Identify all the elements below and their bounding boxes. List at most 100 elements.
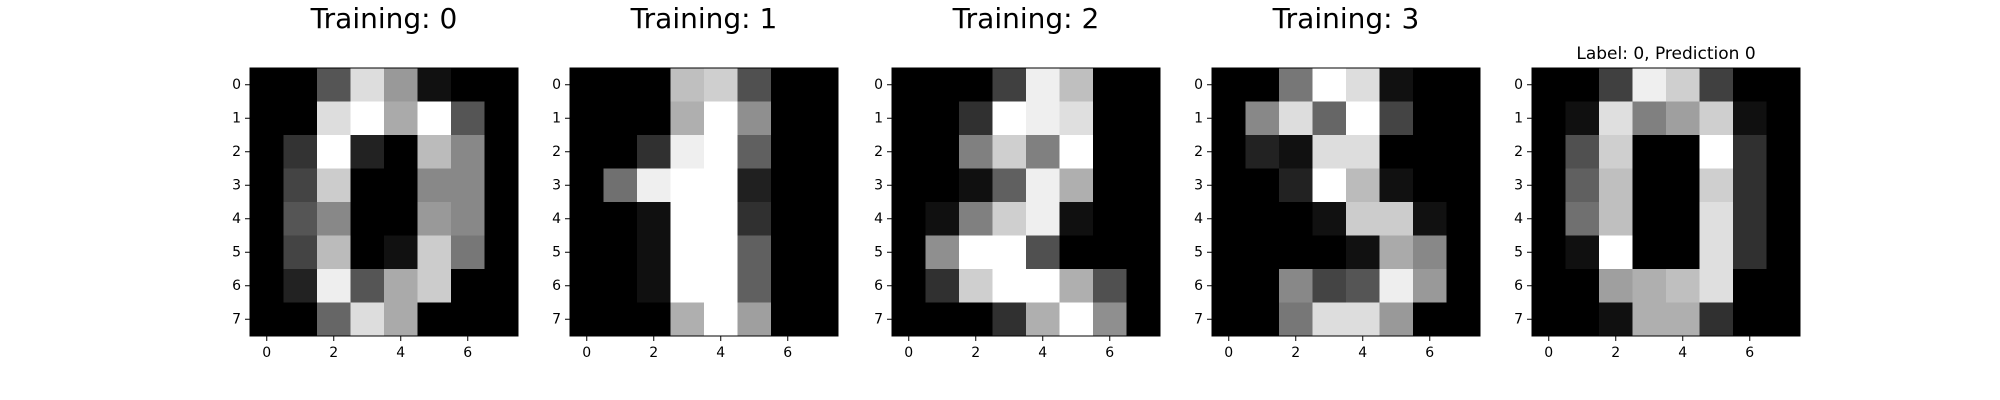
pixel	[925, 68, 960, 102]
pixel	[603, 202, 638, 236]
pixel	[1599, 101, 1633, 136]
pixel	[1059, 269, 1094, 303]
pixel	[1666, 235, 1700, 270]
pixel	[637, 202, 671, 236]
pixel	[992, 269, 1027, 303]
pixel	[737, 202, 772, 236]
x-tick-label: 4	[716, 345, 725, 361]
pixel	[637, 269, 671, 303]
pixel	[1279, 235, 1313, 270]
pixel	[1379, 235, 1414, 270]
frame	[1211, 67, 1481, 337]
pixel	[317, 101, 351, 136]
pixel	[670, 202, 705, 236]
x-tick-label: 6	[463, 345, 472, 361]
pixel	[603, 269, 638, 303]
pixel	[1093, 202, 1127, 236]
pixel	[1766, 202, 1801, 236]
pixel	[1126, 101, 1161, 136]
pixel	[1312, 101, 1347, 136]
x-tick-label: 2	[1611, 345, 1620, 361]
pixel	[484, 68, 519, 102]
pixel	[317, 235, 351, 270]
pixel	[1632, 202, 1667, 236]
pixel	[451, 269, 485, 303]
y-tick-label: 7	[1194, 311, 1203, 327]
pixel	[1666, 68, 1700, 102]
pixel	[1446, 101, 1481, 136]
pixel	[250, 168, 284, 203]
pixel	[704, 235, 738, 270]
y-tick-label: 7	[1514, 311, 1523, 327]
y-tick-label: 2	[552, 144, 561, 160]
pixel	[570, 235, 604, 270]
pixel	[892, 302, 926, 337]
pixel	[670, 135, 705, 169]
pixel	[1026, 168, 1060, 203]
y-tick-label: 4	[552, 211, 561, 227]
pixel	[1532, 168, 1566, 203]
y-tick-label: 2	[1514, 144, 1523, 160]
pixel	[1279, 68, 1313, 102]
y-tick-label: 3	[232, 177, 241, 193]
pixel	[484, 202, 519, 236]
pixel	[1093, 68, 1127, 102]
y-tick-label: 1	[874, 110, 883, 126]
pixel	[1632, 235, 1667, 270]
pixel	[1699, 135, 1734, 169]
pixel	[1413, 235, 1447, 270]
pixel	[1126, 235, 1161, 270]
pixel	[1599, 202, 1633, 236]
pixel	[1279, 168, 1313, 203]
pixel	[992, 135, 1027, 169]
pixel	[637, 135, 671, 169]
pixel	[771, 202, 805, 236]
pixel	[1212, 135, 1246, 169]
pixel	[959, 135, 993, 169]
pixel	[637, 101, 671, 136]
pixel	[804, 135, 839, 169]
pixel	[603, 168, 638, 203]
y-tick-label: 4	[1194, 211, 1203, 227]
pixel	[1245, 202, 1280, 236]
pixel	[1312, 269, 1347, 303]
pixel	[892, 235, 926, 270]
y-tick-label: 5	[874, 244, 883, 260]
pixel	[1279, 269, 1313, 303]
pixel	[283, 235, 318, 270]
y-tick-label: 1	[232, 110, 241, 126]
pixel	[1733, 68, 1767, 102]
pixel	[892, 202, 926, 236]
pixel	[1312, 202, 1347, 236]
pixel	[384, 135, 418, 169]
x-tick-label: 4	[1678, 345, 1687, 361]
pixel	[317, 168, 351, 203]
pixel	[1446, 269, 1481, 303]
pixel	[1733, 202, 1767, 236]
pixel	[350, 235, 385, 270]
pixel	[317, 68, 351, 102]
pixel	[250, 68, 284, 102]
pixel	[1026, 202, 1060, 236]
pixel	[1093, 269, 1127, 303]
y-tick-label: 4	[1514, 211, 1523, 227]
y-tick-label: 0	[232, 77, 241, 93]
pixel	[1532, 235, 1566, 270]
pixel	[1059, 202, 1094, 236]
pixel	[925, 135, 960, 169]
pixel	[925, 101, 960, 136]
pixel	[1379, 269, 1414, 303]
pixel	[1766, 168, 1801, 203]
pixel	[1565, 168, 1600, 203]
pixel	[704, 302, 738, 337]
pixel	[1766, 302, 1801, 337]
pixel	[771, 269, 805, 303]
pixel	[250, 135, 284, 169]
pixel	[417, 235, 452, 270]
pixel	[771, 135, 805, 169]
pixel	[1126, 135, 1161, 169]
y-tick-label: 0	[1514, 77, 1523, 93]
pixel	[737, 269, 772, 303]
pixel	[1532, 101, 1566, 136]
y-tick-label: 6	[1514, 278, 1523, 294]
